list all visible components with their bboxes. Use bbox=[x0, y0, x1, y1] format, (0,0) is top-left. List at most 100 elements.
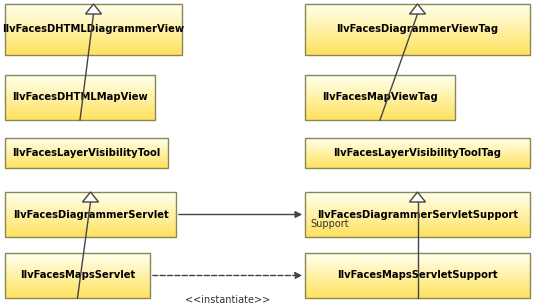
Bar bbox=[5, 46, 182, 49]
Bar bbox=[5, 149, 168, 151]
Bar bbox=[305, 146, 530, 148]
Bar bbox=[305, 163, 530, 165]
Bar bbox=[305, 164, 530, 165]
Bar bbox=[305, 218, 530, 219]
Bar bbox=[5, 224, 176, 225]
Bar bbox=[5, 159, 168, 161]
Bar bbox=[305, 255, 530, 257]
Bar bbox=[5, 197, 176, 198]
Bar bbox=[305, 289, 530, 291]
Bar bbox=[305, 224, 530, 225]
Bar bbox=[305, 93, 455, 95]
Bar bbox=[5, 289, 150, 291]
Bar bbox=[5, 210, 176, 212]
Bar bbox=[305, 192, 530, 237]
Bar bbox=[5, 225, 176, 227]
Bar bbox=[305, 40, 530, 42]
Bar bbox=[5, 161, 168, 162]
Bar bbox=[5, 115, 155, 118]
Bar bbox=[5, 155, 168, 157]
Bar bbox=[5, 204, 176, 206]
Bar bbox=[5, 18, 182, 20]
Bar bbox=[305, 50, 530, 52]
Bar bbox=[5, 7, 182, 10]
Bar bbox=[305, 28, 530, 30]
Bar bbox=[305, 16, 530, 18]
Bar bbox=[305, 153, 530, 155]
Bar bbox=[305, 227, 530, 228]
Bar bbox=[5, 267, 150, 268]
Bar bbox=[305, 26, 530, 28]
Bar bbox=[5, 253, 150, 255]
Bar bbox=[305, 115, 455, 118]
Bar bbox=[5, 33, 182, 35]
Text: IlvFacesDHTMLMapView: IlvFacesDHTMLMapView bbox=[12, 92, 148, 102]
Bar bbox=[5, 283, 150, 285]
Bar bbox=[305, 280, 530, 282]
Bar bbox=[5, 199, 176, 201]
Bar bbox=[305, 105, 455, 107]
Bar bbox=[305, 228, 530, 230]
Bar bbox=[305, 4, 530, 55]
Bar bbox=[5, 148, 168, 149]
Bar bbox=[305, 11, 530, 13]
Bar bbox=[5, 258, 150, 259]
Bar bbox=[305, 87, 455, 89]
Bar bbox=[305, 195, 530, 197]
Bar bbox=[305, 231, 530, 233]
Bar bbox=[305, 31, 530, 33]
Bar bbox=[305, 215, 530, 217]
Bar bbox=[5, 164, 168, 165]
Bar bbox=[5, 202, 176, 205]
Bar bbox=[305, 235, 530, 238]
Bar bbox=[305, 269, 530, 271]
Bar bbox=[5, 95, 155, 96]
Bar bbox=[5, 157, 168, 158]
Text: IlvFacesDiagrammerServlet: IlvFacesDiagrammerServlet bbox=[13, 209, 168, 219]
Bar bbox=[5, 262, 150, 264]
Text: IlvFacesDiagrammerServletSupport: IlvFacesDiagrammerServletSupport bbox=[317, 209, 518, 219]
Bar bbox=[305, 278, 530, 281]
Bar bbox=[305, 144, 530, 145]
Bar bbox=[5, 147, 168, 148]
Bar bbox=[305, 275, 530, 278]
Bar bbox=[305, 6, 530, 8]
Bar bbox=[305, 292, 530, 294]
Bar bbox=[5, 292, 150, 294]
Bar bbox=[305, 262, 530, 264]
Bar bbox=[5, 102, 155, 104]
Bar bbox=[5, 6, 182, 8]
Bar bbox=[5, 28, 182, 30]
Bar bbox=[5, 43, 182, 45]
Bar bbox=[5, 92, 155, 94]
Bar bbox=[305, 221, 530, 222]
Bar bbox=[305, 114, 455, 116]
Bar bbox=[305, 23, 530, 25]
Bar bbox=[305, 19, 530, 22]
Bar bbox=[5, 259, 150, 261]
Bar bbox=[5, 295, 150, 297]
Bar bbox=[305, 267, 530, 268]
Bar bbox=[305, 84, 455, 86]
Bar bbox=[5, 38, 182, 40]
Bar bbox=[5, 150, 168, 152]
Bar bbox=[305, 234, 530, 236]
Bar bbox=[5, 12, 182, 15]
Bar bbox=[305, 225, 530, 227]
Bar bbox=[5, 53, 182, 55]
Bar bbox=[5, 40, 182, 42]
Bar bbox=[5, 268, 150, 270]
Bar bbox=[305, 104, 455, 105]
Bar bbox=[5, 25, 182, 27]
Bar bbox=[5, 274, 150, 276]
Bar bbox=[5, 108, 155, 110]
Bar bbox=[5, 19, 182, 22]
Bar bbox=[5, 219, 176, 221]
Bar bbox=[5, 160, 168, 161]
Bar bbox=[5, 222, 176, 224]
Bar bbox=[305, 157, 530, 158]
Bar bbox=[5, 195, 176, 197]
Bar bbox=[5, 50, 182, 52]
Bar bbox=[305, 295, 530, 297]
Bar bbox=[5, 79, 155, 82]
